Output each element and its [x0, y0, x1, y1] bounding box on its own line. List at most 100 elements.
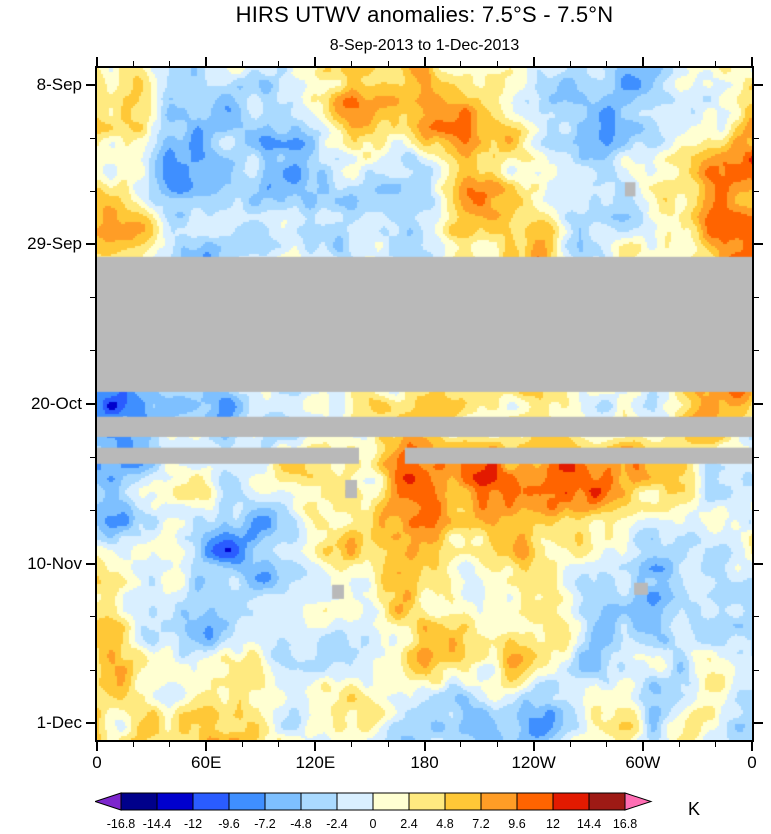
y-major-tick — [754, 243, 763, 246]
colorbar-tick-label: -7.2 — [254, 817, 276, 831]
y-minor-tick — [90, 137, 95, 139]
x-minor-tick — [351, 61, 353, 66]
colorbar-segment — [156, 792, 194, 811]
x-major-tick — [314, 742, 317, 751]
x-major-tick — [423, 57, 426, 66]
y-minor-tick — [90, 669, 95, 671]
colorbar-segment — [372, 792, 410, 811]
x-minor-tick — [242, 61, 244, 66]
x-minor-tick — [678, 61, 680, 66]
y-minor-tick — [90, 297, 95, 299]
x-minor-tick — [715, 742, 717, 747]
x-minor-tick — [678, 742, 680, 747]
colorbar-tick-label: 7.2 — [472, 817, 489, 831]
y-tick-label: 8-Sep — [36, 74, 82, 94]
plot-area — [86, 57, 763, 751]
x-major-tick — [205, 742, 208, 751]
x-minor-tick — [169, 742, 171, 747]
x-minor-tick — [496, 742, 498, 747]
x-minor-tick — [605, 742, 607, 747]
colorbar-above-arrow — [624, 792, 653, 811]
x-minor-tick — [132, 742, 134, 747]
x-tick-label: 0 — [747, 753, 757, 772]
colorbar-segment — [552, 792, 590, 811]
y-tick-label: 10-Nov — [27, 553, 82, 573]
x-tick-label: 180 — [410, 753, 439, 772]
x-major-tick — [314, 57, 317, 66]
y-minor-tick — [754, 350, 759, 352]
colorbar-segment — [408, 792, 446, 811]
y-major-tick — [86, 722, 95, 725]
colorbar-tick-label: 16.8 — [613, 817, 637, 831]
chart-title: HIRS UTWV anomalies: 7.5°S - 7.5°N — [235, 2, 614, 27]
colorbar-segment — [192, 792, 230, 811]
x-tick-label: 60E — [191, 753, 222, 772]
x-minor-tick — [569, 742, 571, 747]
colorbar-segment — [588, 792, 626, 811]
y-major-tick — [754, 403, 763, 405]
colorbar-segment — [336, 792, 374, 811]
colorbar-tick-label: 9.6 — [508, 817, 525, 831]
x-minor-tick — [569, 61, 571, 66]
x-major-tick — [641, 57, 644, 66]
x-tick-label: 120E — [295, 753, 336, 772]
x-minor-tick — [605, 61, 607, 66]
colorbar-segment — [516, 792, 554, 811]
y-major-tick — [86, 243, 95, 246]
x-minor-tick — [278, 742, 280, 747]
colorbar-tick-label: 2.4 — [400, 817, 417, 831]
y-tick-label: 29-Sep — [27, 234, 82, 254]
x-tick-label: 0 — [92, 753, 102, 772]
y-minor-tick — [90, 616, 95, 618]
y-major-tick — [86, 562, 95, 565]
x-major-tick — [96, 742, 98, 751]
colorbar-segment — [480, 792, 518, 811]
colorbar-below-arrow — [95, 792, 122, 811]
x-minor-tick — [242, 742, 244, 747]
x-minor-tick — [387, 61, 389, 66]
x-major-tick — [96, 57, 98, 66]
colorbar-tick-label: 14.4 — [577, 817, 601, 831]
x-minor-tick — [496, 61, 498, 66]
y-minor-tick — [90, 456, 95, 458]
colorbar-tick-label: 0 — [370, 817, 377, 831]
y-minor-tick — [90, 190, 95, 192]
x-major-tick — [532, 742, 535, 751]
colorbar-tick-label: -2.4 — [326, 817, 348, 831]
x-minor-tick — [387, 742, 389, 747]
x-minor-tick — [132, 61, 134, 66]
x-major-tick — [751, 57, 753, 66]
x-minor-tick — [169, 61, 171, 66]
x-major-tick — [423, 742, 426, 751]
y-minor-tick — [754, 297, 759, 299]
y-minor-tick — [754, 190, 759, 192]
y-major-tick — [754, 83, 763, 86]
y-major-tick — [86, 403, 95, 405]
x-minor-tick — [715, 61, 717, 66]
y-tick-label: 20-Oct — [30, 394, 82, 413]
colorbar-segment — [300, 792, 338, 811]
colorbar-segment — [120, 792, 158, 811]
x-minor-tick — [460, 742, 462, 747]
x-major-tick — [205, 57, 208, 66]
colorbar-tick-label: -9.6 — [218, 817, 240, 831]
colorbar-tick-label: -16.8 — [107, 817, 136, 831]
colorbar-tick-label: 4.8 — [436, 817, 453, 831]
colorbar-tick-label: 12 — [546, 817, 560, 831]
anomaly-field-canvas — [97, 68, 752, 740]
x-major-tick — [641, 742, 644, 751]
x-tick-label: 60W — [625, 753, 661, 772]
x-major-tick — [751, 742, 753, 751]
colorbar: -16.8 -14.4 -12 -9.6 -7.2 -4.8 -2.4 0 2.4 4.8 7.2 9… — [95, 792, 653, 831]
y-tick-label: 1-Dec — [36, 713, 82, 733]
y-major-tick — [754, 722, 763, 725]
y-major-tick — [754, 562, 763, 565]
y-minor-tick — [90, 350, 95, 352]
y-minor-tick — [754, 456, 759, 458]
colorbar-tick-label: -4.8 — [290, 817, 312, 831]
y-minor-tick — [754, 137, 759, 139]
colorbar-segment — [444, 792, 482, 811]
chart-subtitle: 8-Sep-2013 to 1-Dec-2013 — [329, 37, 520, 54]
x-minor-tick — [460, 61, 462, 66]
